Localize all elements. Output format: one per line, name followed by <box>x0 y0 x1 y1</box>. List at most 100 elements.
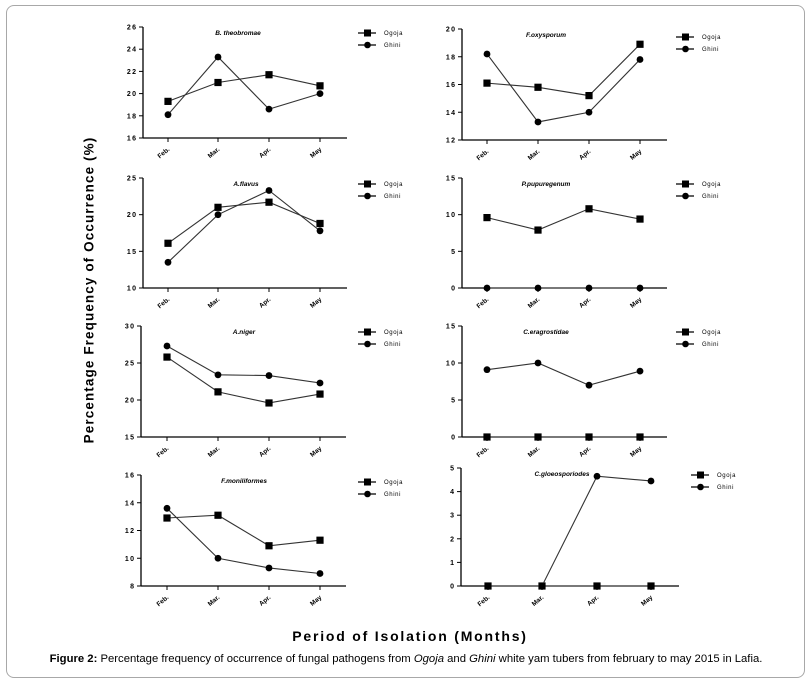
y-tick-label: 1 5 <box>446 324 455 331</box>
data-point-ogoja <box>316 82 324 90</box>
data-point-ghini <box>316 90 324 97</box>
y-tick-label: 1 0 <box>125 556 134 563</box>
legend-label: Ogoja <box>702 330 721 336</box>
legend-label: Ghini <box>384 43 401 49</box>
y-tick-label: 1 6 <box>446 82 455 89</box>
y-tick-label: 4 <box>450 489 454 496</box>
y-tick-label: 1 5 <box>446 176 455 183</box>
y-tick-label: 5 <box>451 398 455 405</box>
y-tick-label: 1 6 <box>127 136 136 143</box>
y-tick-label: 5 <box>451 249 455 256</box>
legend-circle-icon <box>364 192 371 200</box>
y-tick-label: 2 <box>450 536 454 543</box>
data-point-ogoja <box>265 542 273 550</box>
caption-label: Figure 2: <box>49 653 98 665</box>
y-tick-label: 1 8 <box>127 113 136 120</box>
data-point-ogoja <box>164 97 172 105</box>
data-point-ogoja <box>214 388 222 396</box>
x-axis-label-text: Period of Isolation (Months) <box>292 628 528 644</box>
data-point-ghini <box>265 105 273 113</box>
x-tick-label: Feb. <box>157 146 172 160</box>
data-point-ghini <box>164 111 172 119</box>
data-point-ghini <box>214 371 222 379</box>
panel-b-theobromae: 1 6 1 8 2 0 2 2 2 4 2 6 Feb. Mar. Apr. May B. theo… <box>127 25 403 161</box>
legend-square-icon <box>364 29 371 37</box>
x-tick-label: Mar. <box>531 594 546 608</box>
y-tick-label: 1 6 <box>125 473 134 480</box>
data-point-ghini <box>483 366 491 374</box>
data-point-ogoja <box>636 433 644 441</box>
x-tick-label: Mar. <box>527 445 542 459</box>
legend-square-icon <box>364 328 371 336</box>
panel-p-pupuregenum: 0 5 1 0 1 5 Feb. Mar. Apr. May P.pupuregenum Ogoj… <box>446 176 721 311</box>
data-point-ghini <box>265 564 273 572</box>
x-tick-label: May <box>309 594 323 608</box>
data-point-ogoja <box>483 214 491 222</box>
legend-label: Ghini <box>702 47 719 53</box>
y-tick-label: 1 5 <box>127 249 136 256</box>
y-tick-label: 1 0 <box>446 212 455 219</box>
y-axis-label: Percentage Frequency of Occurrence (%) <box>81 136 97 444</box>
data-point-ghini <box>647 477 655 485</box>
panel-a-flavus: 1 0 1 5 2 0 2 5 Feb. Mar. Apr. May A.flavus Ogoja… <box>127 176 403 311</box>
series-line-ghini <box>166 507 321 575</box>
data-point-ghini <box>585 284 593 292</box>
x-tick-label: Feb. <box>477 594 492 608</box>
y-tick-label: 1 2 <box>125 528 134 535</box>
series-line-ogoja <box>167 74 321 102</box>
x-tick-label: May <box>309 146 323 160</box>
data-point-ogoja <box>483 79 491 87</box>
x-tick-label: May <box>629 148 643 162</box>
data-point-ogoja <box>647 582 655 590</box>
legend-label: Ghini <box>702 194 719 200</box>
data-point-ogoja <box>164 239 172 247</box>
y-tick-label: 1 <box>450 560 454 567</box>
x-tick-label: May <box>309 445 323 459</box>
y-tick-label: 8 <box>130 584 134 591</box>
x-tick-label: Apr. <box>258 594 272 608</box>
data-point-ogoja <box>214 511 222 519</box>
x-tick-label: Feb. <box>476 148 491 162</box>
x-tick-label: Apr. <box>578 445 592 459</box>
caption-text-1: Percentage frequency of occurrence of fu… <box>97 653 414 665</box>
x-tick-label: Feb. <box>156 594 171 608</box>
data-point-ogoja <box>265 198 273 206</box>
x-tick-label: Apr. <box>258 146 272 160</box>
data-point-ghini <box>265 372 273 379</box>
x-axis-label: Period of Isolation (Months) <box>0 628 812 644</box>
legend-circle-icon <box>682 340 689 348</box>
legend-square-icon <box>682 180 689 188</box>
legend-label: Ogoja <box>384 31 403 37</box>
series-line-ghini <box>167 189 321 263</box>
data-point-ghini <box>483 284 491 292</box>
panel-title: P.pupuregenum <box>522 181 571 188</box>
panel-title: A.flavus <box>232 181 259 188</box>
y-tick-label: 2 0 <box>127 212 136 219</box>
caption-italic-ogoja: Ogoja <box>413 653 444 665</box>
legend-circle-icon <box>364 490 371 498</box>
data-point-ghini <box>636 284 644 292</box>
y-tick-label: 1 4 <box>125 500 134 507</box>
x-tick-label: Mar. <box>527 296 542 310</box>
x-tick-label: Feb. <box>476 445 491 459</box>
data-point-ghini <box>483 50 491 58</box>
y-tick-label: 0 <box>450 584 454 591</box>
legend-circle-icon <box>364 41 371 49</box>
panel-title: C.gloeosporiodes <box>535 471 590 478</box>
legend-label: Ogoja <box>384 330 403 336</box>
x-tick-label: May <box>309 296 323 310</box>
data-point-ogoja <box>534 433 542 441</box>
panel-c-eragrostidae: 0 5 1 0 1 5 Feb. Mar. Apr. May C.eragrostidae Ogo… <box>446 324 721 460</box>
series-line-ghini <box>486 362 641 386</box>
data-point-ogoja <box>534 226 542 234</box>
x-tick-label: Apr. <box>258 445 272 459</box>
series-line-ghini <box>486 53 641 123</box>
data-point-ogoja <box>163 353 171 361</box>
legend-label: Ogoja <box>384 182 403 188</box>
legend-circle-icon <box>364 340 371 348</box>
series-line-ogoja <box>166 514 321 547</box>
panel-title: F.moniliformes <box>221 478 267 485</box>
series-line-ogoja <box>166 356 321 404</box>
data-point-ghini <box>534 284 542 292</box>
x-tick-label: Feb. <box>476 296 491 310</box>
